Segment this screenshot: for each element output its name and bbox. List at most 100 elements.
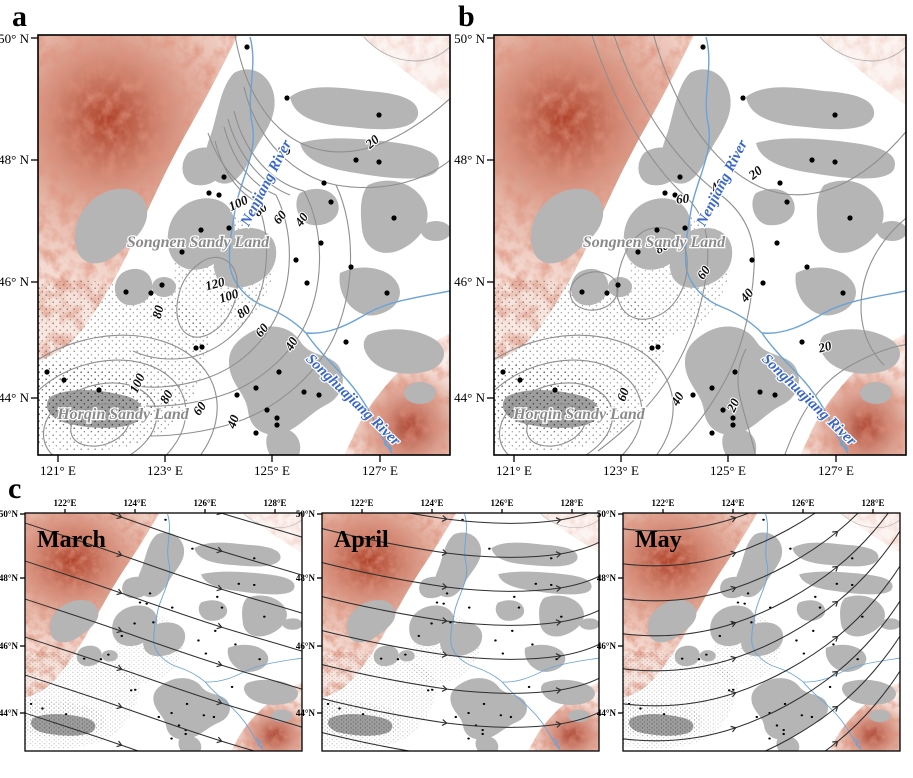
station-dot [376, 159, 382, 165]
station-dot [220, 606, 224, 609]
lat-label: 44°N [0, 708, 18, 718]
lon-label: 124°E [420, 498, 443, 508]
lon-label: 124°E [721, 498, 744, 508]
station-dot [555, 658, 558, 661]
station-dot [304, 280, 310, 286]
lon-label: 126°E [791, 498, 814, 508]
station-dot [509, 715, 513, 719]
station-dot [264, 407, 270, 413]
station-dot [44, 369, 50, 375]
station-dot [170, 606, 174, 609]
station-dot [832, 112, 838, 118]
station-dot [488, 547, 491, 550]
lat-label: 46° N [454, 274, 485, 289]
station-dot [404, 653, 407, 656]
place-label-songnen-b: Songnen Sandy Land [583, 234, 726, 251]
lon-label: 122°E [350, 498, 373, 508]
station-dot [635, 249, 641, 255]
lon-label: 127° E [362, 463, 398, 478]
station-dot [252, 583, 256, 587]
station-dot [120, 634, 124, 638]
station-dot [784, 199, 790, 205]
station-dot [148, 592, 152, 595]
svg-text:20: 20 [745, 162, 766, 183]
station-dot [276, 369, 282, 375]
svg-text:60: 60 [189, 398, 209, 418]
station-dot [802, 652, 806, 655]
map-panel-b: 20 40 60 80 60 40 20 60 40 20 Nenjiang R… [454, 31, 907, 478]
map-border-a [37, 34, 451, 456]
lat-label: 48°N [296, 573, 316, 583]
svg-text:120: 120 [203, 274, 226, 294]
lat-label: 50°N [296, 509, 316, 519]
station-dot [391, 215, 397, 221]
lon-label: 122°E [53, 498, 76, 508]
station-dot [615, 282, 621, 288]
station-dot [840, 290, 846, 296]
place-label-songnen-a: Songnen Sandy Land [127, 234, 270, 251]
station-dot [835, 582, 839, 585]
lon-label: 121° E [40, 463, 76, 478]
station-dot [697, 658, 701, 661]
station-dot [847, 215, 853, 221]
map-panel-c-may: May 122°E 124°E 126°E 128°E 50°N 48°N 46… [597, 498, 901, 752]
station-dot [384, 290, 390, 296]
station-dot [159, 282, 165, 288]
station-dot [253, 385, 259, 391]
station-dot [216, 192, 222, 198]
station-dot [253, 430, 259, 436]
station-dot [850, 557, 854, 560]
lon-label: 123° E [603, 463, 639, 478]
axis-labels-april: 122°E 124°E 126°E 128°E 50°N 48°N 46°N 4… [296, 498, 584, 718]
station-dot [531, 643, 534, 646]
station-dot [454, 715, 458, 719]
month-label-may: May [635, 527, 682, 553]
lat-label: 48°N [597, 573, 617, 583]
station-dot [237, 582, 241, 585]
lat-label: 48° N [0, 152, 30, 167]
station-dot [426, 689, 430, 692]
station-dot [435, 601, 439, 604]
station-dot [513, 595, 516, 598]
station-dot [129, 689, 133, 692]
lat-label: 46° N [0, 274, 30, 289]
station-dot [775, 724, 779, 727]
month-label-april: April [334, 527, 389, 553]
station-dot [655, 344, 661, 350]
station-dot [204, 652, 208, 655]
station-dot [861, 615, 864, 618]
station-dot [213, 629, 217, 632]
station-dot [198, 227, 204, 233]
station-dot [133, 622, 136, 625]
station-dot [517, 377, 523, 383]
streamlines-may [623, 513, 900, 751]
station-dot [501, 652, 505, 655]
station-dot [82, 657, 86, 660]
station-dot [96, 387, 102, 393]
place-label-horqin-a: Horqin Sandy Land [56, 406, 190, 423]
station-dot [782, 732, 785, 736]
station-dot [41, 707, 44, 710]
svg-text:100: 100 [217, 285, 241, 305]
station-dot [430, 622, 433, 625]
lat-label: 44° N [0, 390, 30, 405]
ticks-a [31, 37, 381, 462]
station-dot [376, 112, 382, 118]
stations-b [500, 44, 853, 436]
station-dot [274, 422, 280, 428]
axis-labels-b: 50° N 48° N 46° N 44° N 121° E 123° E 12… [454, 31, 854, 478]
station-dot [755, 715, 759, 719]
svg-text:40: 40 [223, 412, 242, 431]
svg-text:40: 40 [667, 389, 687, 409]
station-dot [662, 713, 666, 716]
lon-label: 126°E [193, 498, 216, 508]
lat-label: 50° N [454, 31, 485, 46]
station-dot [783, 702, 787, 706]
streamlines-april [322, 513, 599, 751]
station-dot [177, 724, 181, 727]
panel-b-letter: b [458, 0, 475, 33]
station-dot [170, 737, 173, 740]
station-dot [730, 422, 736, 428]
station-dot [746, 592, 750, 595]
